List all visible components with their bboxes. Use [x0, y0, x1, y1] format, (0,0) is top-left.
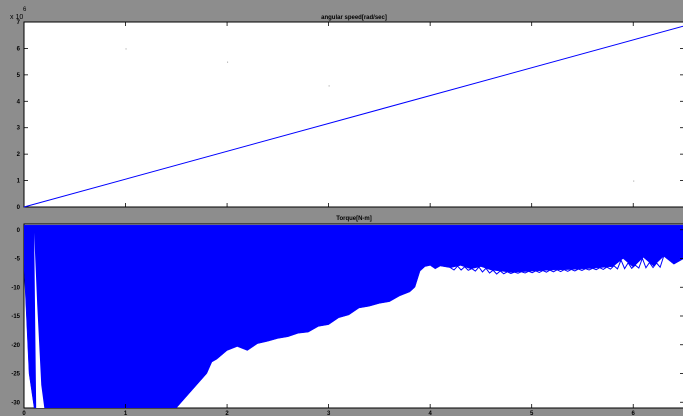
x-tick-label: 0 — [22, 411, 26, 416]
y-tick-label: 1 — [17, 179, 21, 185]
y-tick-label: -15 — [11, 314, 20, 320]
x-tick-label: 5 — [530, 411, 534, 416]
tick-layer-torque — [23, 229, 683, 408]
plot-speck — [227, 61, 229, 63]
y-tick-labels-torque: 0 -5 -10 -15 -20 -25 -30 — [11, 228, 20, 407]
tick-layer-angular-speed — [23, 21, 683, 208]
chart-title-angular-speed: angular speed[rad/sec] — [321, 15, 387, 21]
y-exponent-value: 6 — [23, 7, 27, 13]
x-tick-label: 2 — [225, 411, 229, 416]
y-tick-label: 0 — [17, 205, 21, 211]
x-tick-label: 6 — [632, 411, 636, 416]
plot-speck — [633, 180, 635, 182]
y-tick-label: 7 — [17, 20, 21, 26]
plot-speck — [125, 48, 127, 50]
y-tick-label: -25 — [11, 372, 20, 378]
y-tick-label: -10 — [11, 285, 20, 291]
y-tick-label: 2 — [17, 152, 21, 158]
y-tick-label: -30 — [11, 400, 20, 406]
series-oscillation-torque — [450, 256, 665, 275]
y-tick-label: -5 — [15, 257, 21, 263]
x-tick-label: 3 — [327, 411, 331, 416]
y-tick-label: 4 — [17, 99, 21, 105]
y-tick-label: 3 — [17, 126, 21, 132]
series-gap-torque — [34, 232, 50, 408]
y-tick-label: 6 — [17, 46, 21, 52]
plot-area-specks — [125, 48, 635, 182]
y-tick-label: 0 — [17, 228, 21, 234]
x-tick-label: 1 — [124, 411, 128, 416]
series-line-angular-speed — [23, 25, 683, 208]
y-exponent-label: x 10 — [10, 14, 23, 21]
axes-angular-speed: angular speed[rad/sec] x 10 6 0 1 2 3 4 5 6 7 — [10, 7, 683, 211]
plot-speck — [328, 85, 330, 87]
axes-torque: Torque[N-m] 0 -5 -10 -15 -20 -25 -30 0 1 2 3 4 5 6 — [11, 216, 683, 416]
y-tick-labels-angular-speed: 0 1 2 3 4 5 6 7 — [17, 20, 21, 211]
x-tick-label: 4 — [428, 411, 432, 416]
plot-area-angular-speed — [23, 21, 683, 208]
chart-title-torque: Torque[N-m] — [336, 216, 372, 222]
y-tick-label: -20 — [11, 343, 20, 349]
x-tick-labels-torque: 0 1 2 3 4 5 6 — [22, 411, 635, 416]
y-tick-label: 5 — [17, 73, 21, 79]
torque-plot-content — [24, 224, 683, 408]
